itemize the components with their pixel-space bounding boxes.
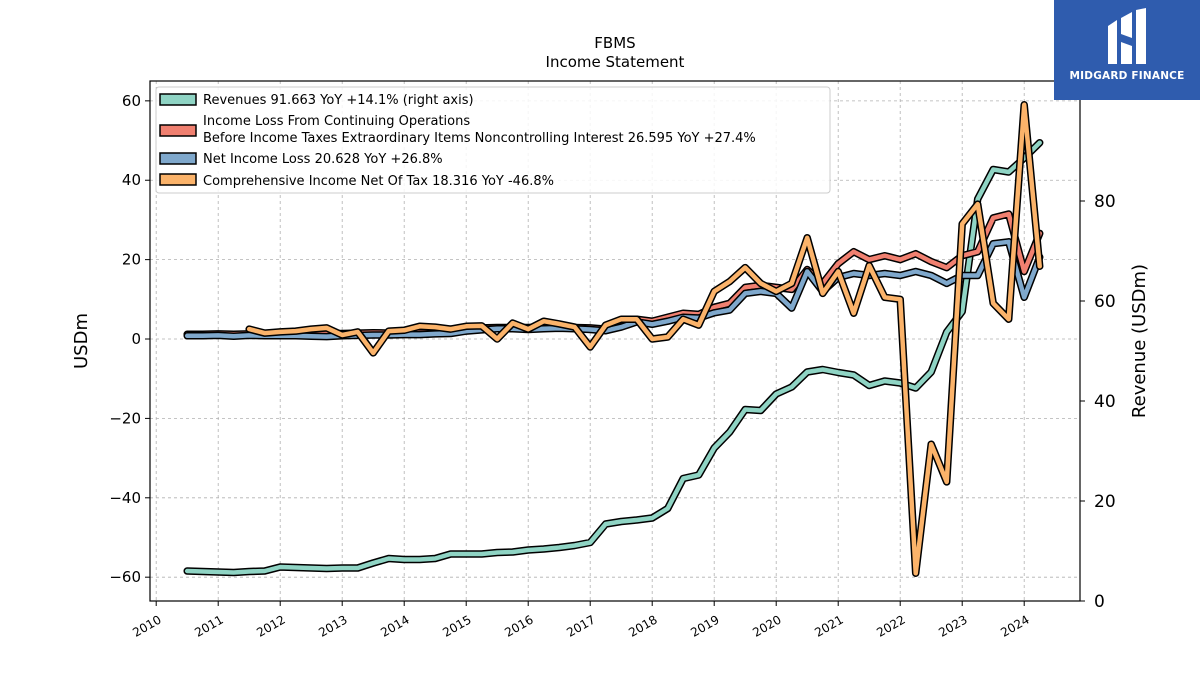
legend-box [155,86,831,194]
x-tick-label: 2016 [502,612,535,639]
legend-label-net-income: Net Income Loss 20.628 YoY +26.8% [203,152,443,167]
y-right-tick-label: 80 [1094,192,1116,212]
series-line-net-income [184,239,1042,339]
x-tick-label: 2019 [688,612,721,639]
legend-label-comprehensive-income: Comprehensive Income Net Of Tax 18.316 Y… [203,174,554,189]
y-axis-label-right: Revenue (USDm) [1129,264,1150,418]
y-right-tick-label: 20 [1094,492,1116,512]
midgard-finance-logo: MIDGARD FINANCE [1054,0,1200,100]
legend-label-revenues: Revenues 91.663 YoY +14.1% (right axis) [203,93,474,108]
midgard-logo-icon [1104,8,1150,70]
x-tick-label: 2014 [378,612,411,639]
y-left-tick-label: 40 [122,171,141,189]
chart-title: FBMS [594,34,635,52]
y-left-tick-label: −60 [109,568,141,586]
x-tick-label: 2012 [254,612,287,639]
legend-swatch-comprehensive-income [159,173,197,186]
legend-swatch-revenues [159,93,197,106]
x-tick-label: 2013 [316,612,349,639]
legend-swatch-net-income [159,152,197,165]
y-right-tick-label: 40 [1094,392,1116,412]
x-tick-label: 2015 [440,612,473,639]
x-tick-label: 2023 [936,612,969,639]
y-left-tick-label: 60 [122,92,141,110]
plot-frame [149,80,1081,602]
x-tick-label: 2017 [564,612,597,639]
x-tick-label: 2011 [192,612,225,639]
y-right-tick-label: 60 [1094,292,1116,312]
series-line-revenues [184,140,1042,575]
legend-swatch-income-continuing [159,124,197,137]
x-tick-label: 2022 [874,612,907,639]
y-left-tick-label: 20 [122,251,141,269]
series-line-comprehensive-income [246,102,1042,576]
y-left-tick-label: −40 [109,489,141,507]
legend-label-income-continuing-line2: Before Income Taxes Extraordinary Items … [203,131,756,146]
y-right-tick-label: 0 [1094,592,1105,612]
series-layer [183,101,1044,577]
brand-name: MIDGARD FINANCE [1069,70,1185,82]
x-tick-label: 2010 [130,612,163,639]
chart-subtitle: Income Statement [546,53,685,71]
legend-label-income-continuing-line1: Income Loss From Continuing Operations [203,114,470,129]
x-tick-label: 2024 [998,612,1031,639]
y-left-tick-label: −20 [109,409,141,427]
legend: Revenues 91.663 YoY +14.1% (right axis) … [155,86,831,194]
y-left-tick-label: 0 [131,330,141,348]
x-tick-label: 2018 [626,612,659,639]
x-tick-label: 2020 [750,612,783,639]
y-axis-label-left: USDm [71,313,92,369]
x-tick-label: 2021 [812,612,845,639]
